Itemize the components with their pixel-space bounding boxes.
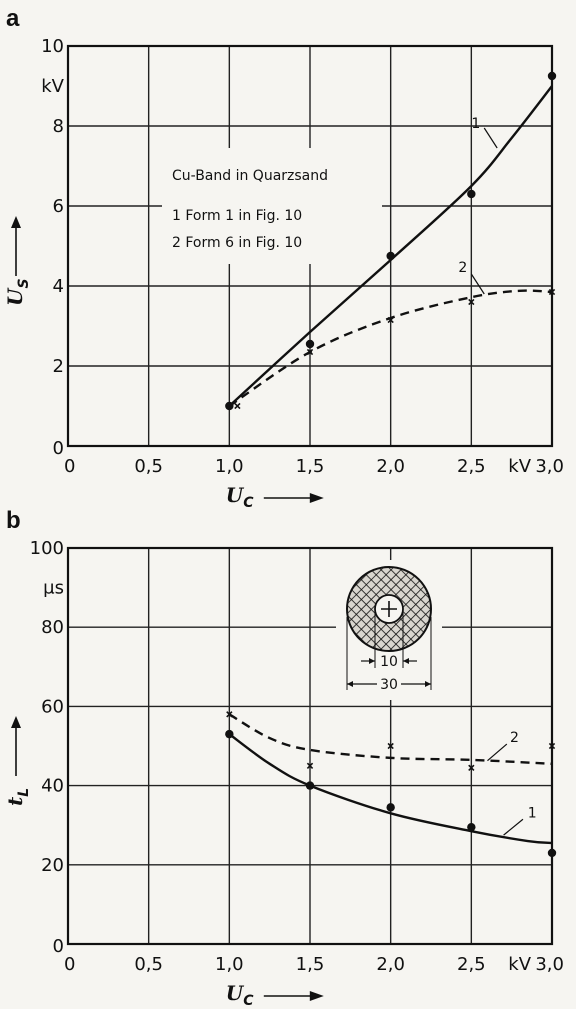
x-tick-label: 0,5 (134, 954, 163, 975)
series-1-line (228, 733, 553, 845)
y-axis-label: tL (3, 716, 32, 806)
x-tick-label: 1,0 (215, 456, 244, 477)
x-axis-label: UC (226, 981, 324, 1009)
x-tick-label: 2,5 (457, 456, 486, 477)
series-1-leader (483, 127, 498, 149)
x-axis-arrow-head (309, 991, 324, 1001)
x-tick-label: 0,5 (134, 456, 163, 477)
series-1-point (225, 729, 234, 739)
y-axis-label-main: t (3, 796, 27, 806)
series-2-leader (470, 273, 485, 295)
series-1-point (386, 251, 395, 261)
y-tick-label: 40 (41, 776, 64, 797)
series-1-point (467, 822, 476, 832)
y-tick-label: 8 (53, 116, 64, 137)
outer-diameter-label: 30 (380, 677, 398, 693)
y-tick-label: 0 (53, 936, 64, 957)
x-axis-label-sub: C (243, 495, 254, 511)
panel-b-chart: 0 0,5 1,0 1,5 2,0 2,5 3,0kV 0 20 40 60 80 100 µs tL UC 1… (3, 538, 564, 1009)
series-1-point (305, 339, 315, 349)
y-axis-label-sub: L (16, 788, 32, 797)
x-tick-label: 2,5 (457, 954, 486, 975)
series-1-leader (503, 818, 524, 836)
series-2-point (468, 764, 475, 771)
series-1-line (228, 85, 553, 407)
dimension-arrowhead (403, 658, 409, 664)
series-2-line (228, 289, 553, 407)
y-axis-arrow-head (11, 216, 21, 228)
x-tick-label: 1,5 (296, 456, 325, 477)
x-unit-label: kV (508, 954, 531, 975)
series-2-point (234, 402, 241, 410)
y-tick-label: 2 (53, 356, 64, 377)
x-tick-label: 1,5 (296, 954, 325, 975)
x-axis-label: UC (226, 483, 324, 511)
x-tick-label: 3,0 (535, 954, 564, 975)
plot-frame (66, 44, 554, 448)
x-tick-label: 2,0 (376, 954, 405, 975)
series-2-point (306, 348, 314, 356)
y-unit-label: kV (41, 76, 64, 97)
x-tick-label: 2,0 (376, 456, 405, 477)
series-2-label: 2 (510, 730, 519, 746)
y-axis-label-sub: S (16, 278, 32, 288)
series-2-point (387, 742, 394, 750)
series-1-point (547, 71, 557, 81)
y-tick-label: 100 (30, 538, 64, 559)
x-tick-label: 0 (64, 954, 75, 975)
svg-text:US: US (3, 278, 32, 306)
y-unit-label: µs (43, 578, 64, 599)
svg-text:UC: UC (226, 981, 254, 1009)
series-1-point (305, 781, 315, 790)
y-tick-label: 80 (41, 617, 64, 638)
series-2-label: 2 (458, 260, 467, 276)
dimension-arrowhead (425, 681, 431, 687)
legend-entry: 1 Form 1 in Fig. 10 (172, 208, 302, 224)
legend-entry: 2 Form 6 in Fig. 10 (172, 235, 302, 251)
y-tick-label: 4 (53, 276, 64, 297)
series-2-point (548, 742, 556, 750)
y-axis-arrow-head (11, 716, 21, 728)
series-2-point (226, 711, 233, 718)
x-tick-label: 1,0 (215, 954, 244, 975)
series-2-point (306, 762, 314, 769)
x-axis-label-main: U (226, 981, 245, 1005)
y-axis-label-main: U (3, 287, 27, 306)
series-1-point (467, 189, 476, 199)
dimension-arrowhead (369, 658, 375, 664)
series-2-point (468, 298, 475, 306)
series-1-label: 1 (471, 116, 480, 132)
x-axis-arrow-head (309, 493, 324, 503)
y-tick-label: 20 (41, 855, 64, 876)
center-cross-icon (381, 601, 397, 617)
y-tick-label: 10 (41, 36, 64, 57)
legend-title: Cu-Band in Quarzsand (172, 168, 328, 184)
x-axis-label-main: U (226, 483, 245, 507)
series-1-point (386, 803, 395, 812)
inner-diameter-label: 10 (380, 654, 398, 670)
x-axis-label-sub: C (243, 993, 254, 1009)
series-2-leader (487, 743, 508, 762)
series-2-point (548, 288, 556, 296)
panel-letter-a: a (6, 5, 20, 32)
legend-box (162, 148, 382, 264)
panel-letter-b: b (6, 507, 21, 534)
y-tick-label: 0 (53, 438, 64, 459)
series-2-line (228, 713, 553, 766)
svg-text:UC: UC (226, 483, 254, 511)
series-2-point (387, 316, 394, 324)
x-tick-label: 3,0 (535, 456, 564, 477)
x-unit-label: kV (508, 456, 531, 477)
x-tick-label: 0 (64, 456, 75, 477)
y-tick-label: 6 (53, 196, 64, 217)
dimension-arrowhead (347, 681, 353, 687)
y-axis-label: US (3, 216, 32, 306)
series-1-point (547, 848, 557, 858)
svg-text:tL: tL (3, 788, 32, 806)
series-1-label: 1 (528, 805, 537, 821)
y-tick-label: 60 (41, 696, 64, 717)
panel-a-chart: 0 0,5 1,0 1,5 2,0 2,5 3,0kV0246810kVUSUCCu-Ban… (3, 36, 564, 511)
